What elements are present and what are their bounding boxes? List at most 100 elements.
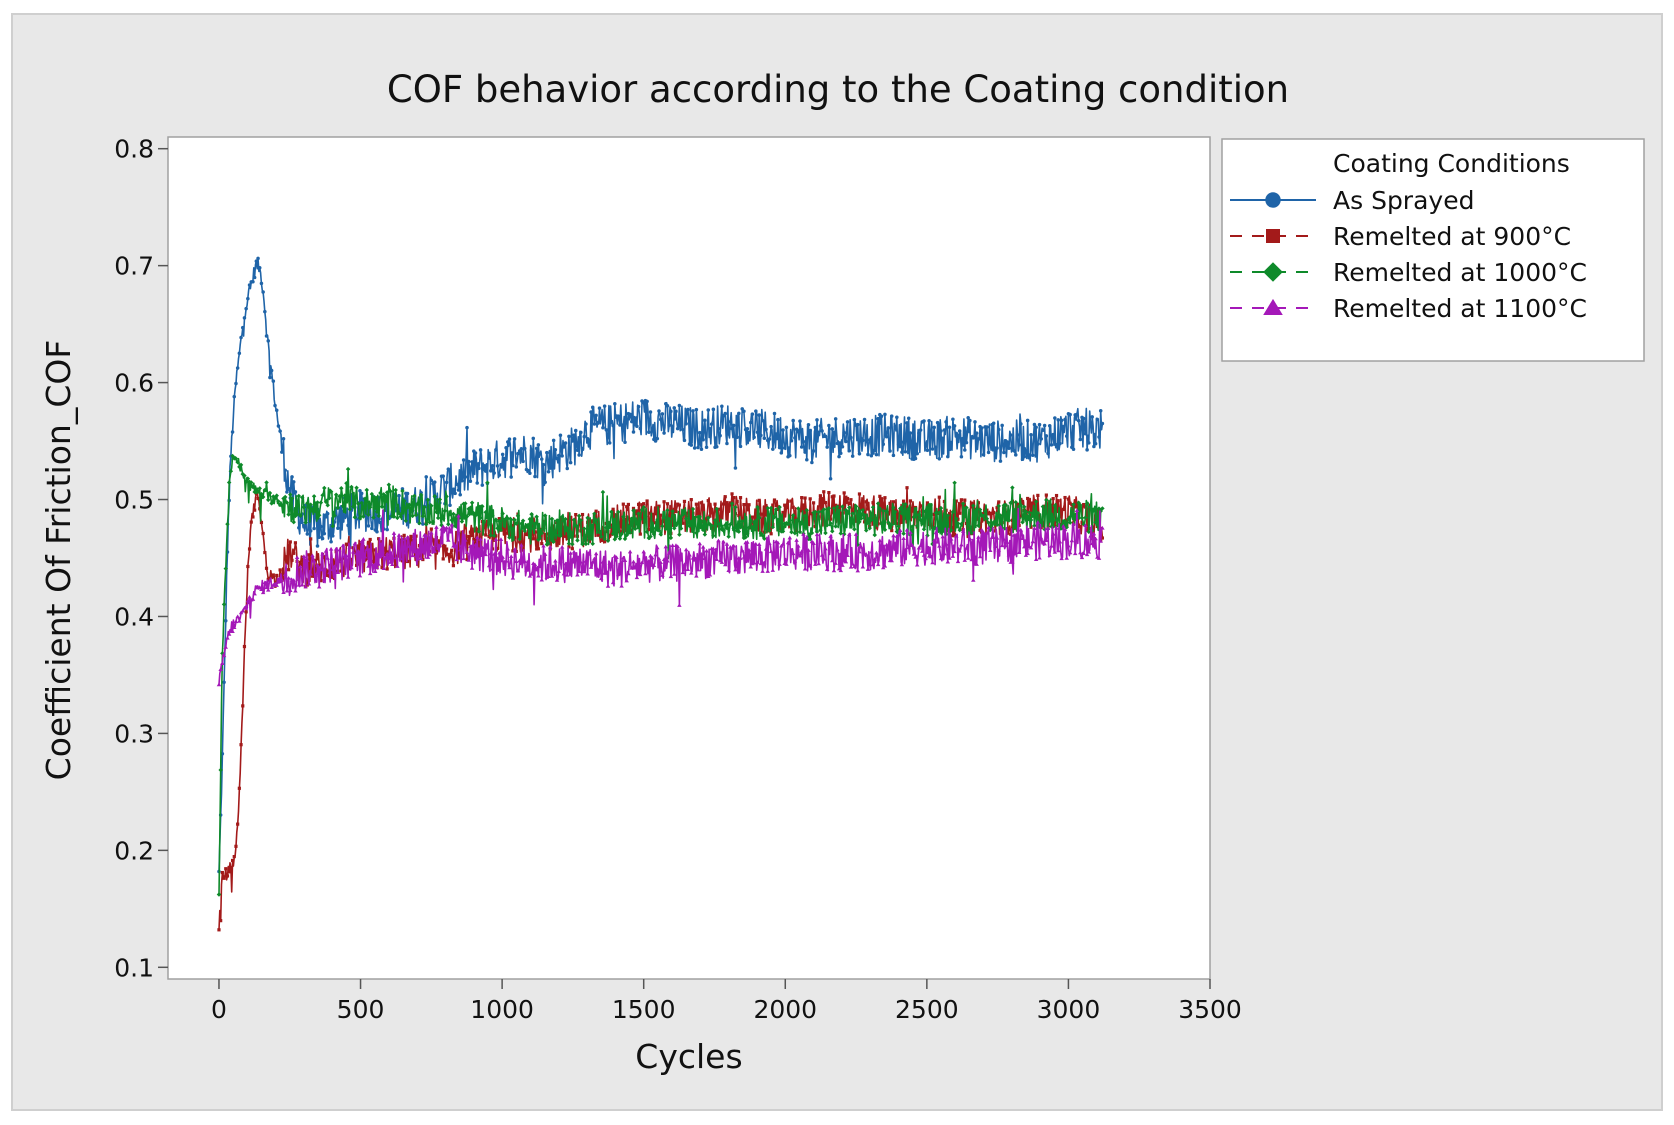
data-point xyxy=(828,476,833,481)
data-point xyxy=(791,505,795,509)
data-point xyxy=(324,515,328,519)
data-point xyxy=(1047,553,1052,557)
data-point xyxy=(279,577,285,582)
data-point xyxy=(274,583,279,587)
data-point xyxy=(620,524,624,528)
data-point xyxy=(534,446,539,451)
data-point xyxy=(1064,434,1069,438)
data-point xyxy=(331,534,335,538)
data-point xyxy=(900,450,904,454)
data-point xyxy=(726,568,731,572)
data-point xyxy=(1019,422,1023,426)
data-point xyxy=(816,509,821,515)
data-point xyxy=(803,450,807,454)
data-point xyxy=(821,507,827,512)
data-point xyxy=(238,462,244,468)
data-point xyxy=(260,590,266,595)
data-point xyxy=(358,488,362,493)
data-point xyxy=(959,521,964,527)
data-point xyxy=(807,536,813,542)
data-point xyxy=(259,281,264,286)
data-point xyxy=(269,585,274,590)
data-point xyxy=(651,531,657,537)
data-point xyxy=(635,509,639,513)
data-point xyxy=(441,474,445,478)
data-point xyxy=(301,504,307,510)
data-point xyxy=(445,547,449,551)
data-point xyxy=(391,514,397,519)
data-point xyxy=(981,452,986,457)
data-point xyxy=(275,573,279,578)
data-point xyxy=(315,563,320,567)
data-point xyxy=(281,590,286,594)
data-point xyxy=(981,512,986,516)
data-point xyxy=(677,532,682,537)
data-point xyxy=(790,513,796,518)
data-point xyxy=(853,504,859,509)
data-point xyxy=(905,486,909,490)
data-point xyxy=(536,547,540,551)
data-point xyxy=(1053,416,1057,420)
data-point xyxy=(1080,520,1084,524)
data-point xyxy=(495,525,500,531)
data-point xyxy=(626,502,631,507)
data-point xyxy=(942,551,947,556)
data-point xyxy=(269,368,274,373)
data-point xyxy=(955,559,961,564)
data-point xyxy=(346,523,350,528)
data-point xyxy=(290,558,294,562)
data-point xyxy=(704,548,709,553)
data-point xyxy=(823,530,828,536)
data-point xyxy=(232,854,236,859)
data-point xyxy=(398,514,403,519)
data-point xyxy=(993,518,998,524)
data-point xyxy=(260,494,266,500)
data-point xyxy=(1030,539,1035,544)
data-point xyxy=(457,547,463,552)
data-point xyxy=(242,473,247,478)
data-point xyxy=(1083,431,1088,436)
data-point xyxy=(1017,443,1021,447)
data-point xyxy=(944,420,948,424)
data-point xyxy=(453,491,457,496)
data-point xyxy=(636,404,641,409)
data-point xyxy=(1075,412,1079,417)
data-point xyxy=(915,451,919,456)
data-point xyxy=(602,404,607,408)
data-point xyxy=(820,429,824,433)
data-point xyxy=(951,534,955,538)
data-point xyxy=(308,571,313,576)
data-point xyxy=(240,471,245,477)
data-point xyxy=(704,523,709,529)
data-point xyxy=(789,499,794,503)
data-point xyxy=(658,560,663,564)
data-point xyxy=(374,509,380,515)
legend-title: Coating Conditions xyxy=(1333,149,1570,178)
data-point xyxy=(906,545,911,550)
data-point xyxy=(375,529,379,534)
data-point xyxy=(703,418,707,422)
data-point xyxy=(240,325,245,330)
data-point xyxy=(906,416,911,420)
data-point xyxy=(725,501,729,505)
data-point xyxy=(706,499,710,503)
data-point xyxy=(827,490,831,495)
data-point xyxy=(328,546,334,551)
data-point xyxy=(865,520,871,526)
data-point xyxy=(785,521,791,527)
data-point xyxy=(332,513,337,518)
data-point xyxy=(847,448,852,453)
data-point xyxy=(630,419,634,424)
data-point xyxy=(683,547,689,552)
data-point xyxy=(287,568,291,572)
data-point xyxy=(347,506,353,512)
data-point xyxy=(497,550,502,555)
data-point xyxy=(822,490,826,494)
data-point xyxy=(1065,518,1069,523)
data-point xyxy=(723,495,727,499)
data-point xyxy=(298,562,303,566)
data-point xyxy=(661,514,667,520)
data-point xyxy=(439,522,444,528)
data-point xyxy=(921,553,927,557)
data-point xyxy=(862,512,867,518)
